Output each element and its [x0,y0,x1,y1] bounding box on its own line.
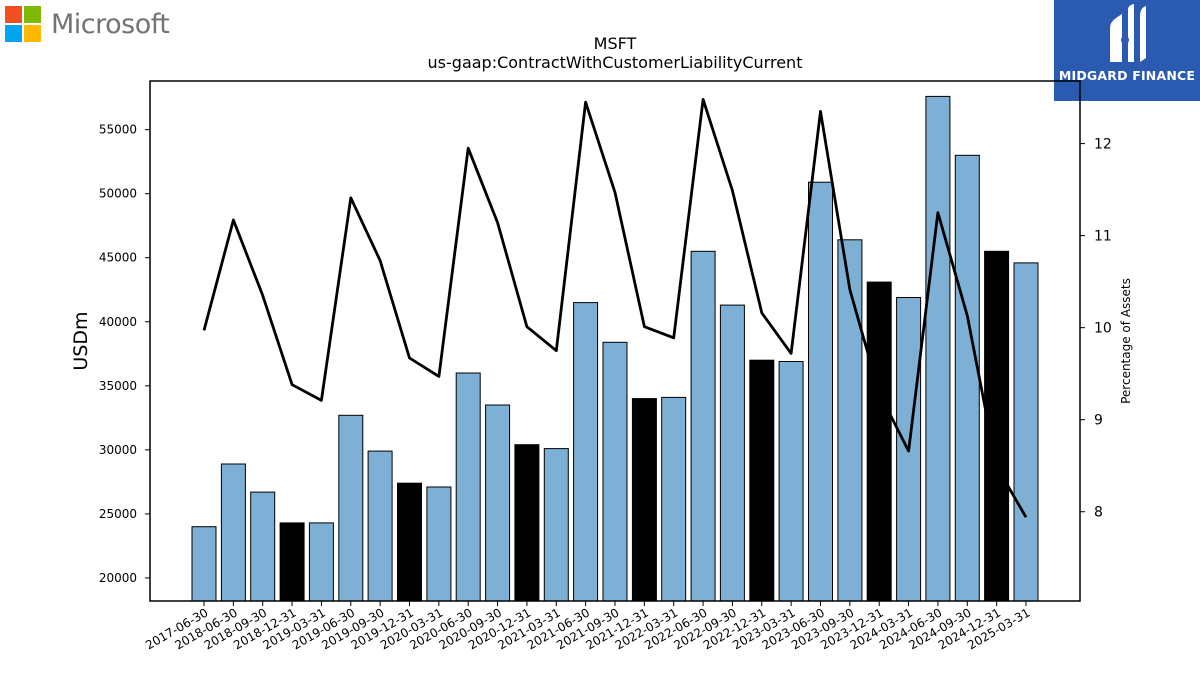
bar-2020-03-31 [426,486,452,602]
y-tick-label: 50000 [99,187,137,201]
bar-2021-03-31 [543,448,569,602]
bar-2022-12-31 [749,359,775,602]
bar-2018-06-30 [220,463,246,602]
bar-2021-09-30 [602,341,628,602]
bar-2021-06-30 [573,302,599,602]
y2-tick-label: 8 [1094,505,1103,521]
y-axis: 20000 25000 30000 35000 40000 45000 50000 55000 [99,123,150,585]
y2-tick-label: 10 [1094,321,1112,337]
midgard-mark-icon [1110,4,1146,62]
midgard-finance-logo: MIDGARD FINANCE [1054,0,1200,101]
y-axis-label: USDm [70,311,92,370]
logo-square-yellow [24,25,41,42]
bar-2017-06-30 [191,526,217,602]
bar-2022-06-30 [690,250,716,602]
percentage-of-assets-line [202,98,1028,518]
y-tick-label: 30000 [99,443,137,457]
x-axis: 2017-06-302018-06-302018-09-302018-12-31… [143,601,1033,652]
bar-2019-12-31 [397,482,422,602]
y-tick-label: 25000 [99,507,137,521]
bar-2023-03-31 [778,361,804,602]
microsoft-logo: Microsoft [5,5,170,43]
logo-square-red [5,6,22,23]
bar-2018-12-31 [279,522,305,602]
bar-2020-06-30 [455,372,481,602]
chart-subtitle: us-gaap:ContractWithCustomerLiabilityCur… [428,53,803,72]
bar-2020-12-31 [514,444,540,602]
bar-2021-12-31 [631,398,657,602]
y2-tick-label: 12 [1094,137,1112,153]
bar-2019-09-30 [367,450,393,602]
y-tick-label: 55000 [99,123,137,137]
bar-2019-06-30 [338,414,364,602]
y-tick-label: 20000 [99,571,137,585]
logo-square-green [24,6,41,23]
line-series [202,98,1028,518]
bar-2024-09-30 [954,154,980,602]
microsoft-logo-icon [5,6,41,42]
bar-2019-03-31 [308,522,334,602]
bar-2022-09-30 [719,304,745,602]
bar-2023-06-30 [808,181,833,602]
bar-2025-03-31 [1013,262,1039,602]
bar-2018-09-30 [250,491,276,602]
y2-tick-label: 9 [1094,413,1103,429]
logo-square-blue [5,25,22,42]
y-tick-label: 45000 [99,251,137,265]
bar-2022-03-31 [661,396,687,602]
bar-2020-09-30 [485,404,511,602]
bar-2023-12-31 [866,281,892,602]
y2-tick-label: 11 [1094,229,1112,245]
y-tick-label: 40000 [99,315,137,329]
y-tick-label: 35000 [99,379,137,393]
microsoft-wordmark: Microsoft [51,8,170,40]
bar-series [191,95,1039,602]
bar-2024-06-30 [925,95,951,602]
bar-2023-09-30 [837,239,863,602]
y2-axis-label: Percentage of Assets [1119,278,1133,404]
y2-axis: 8 9 10 11 12 [1080,137,1112,521]
midgard-wordmark: MIDGARD FINANCE [1058,68,1196,83]
chart-title: MSFT [594,34,637,53]
